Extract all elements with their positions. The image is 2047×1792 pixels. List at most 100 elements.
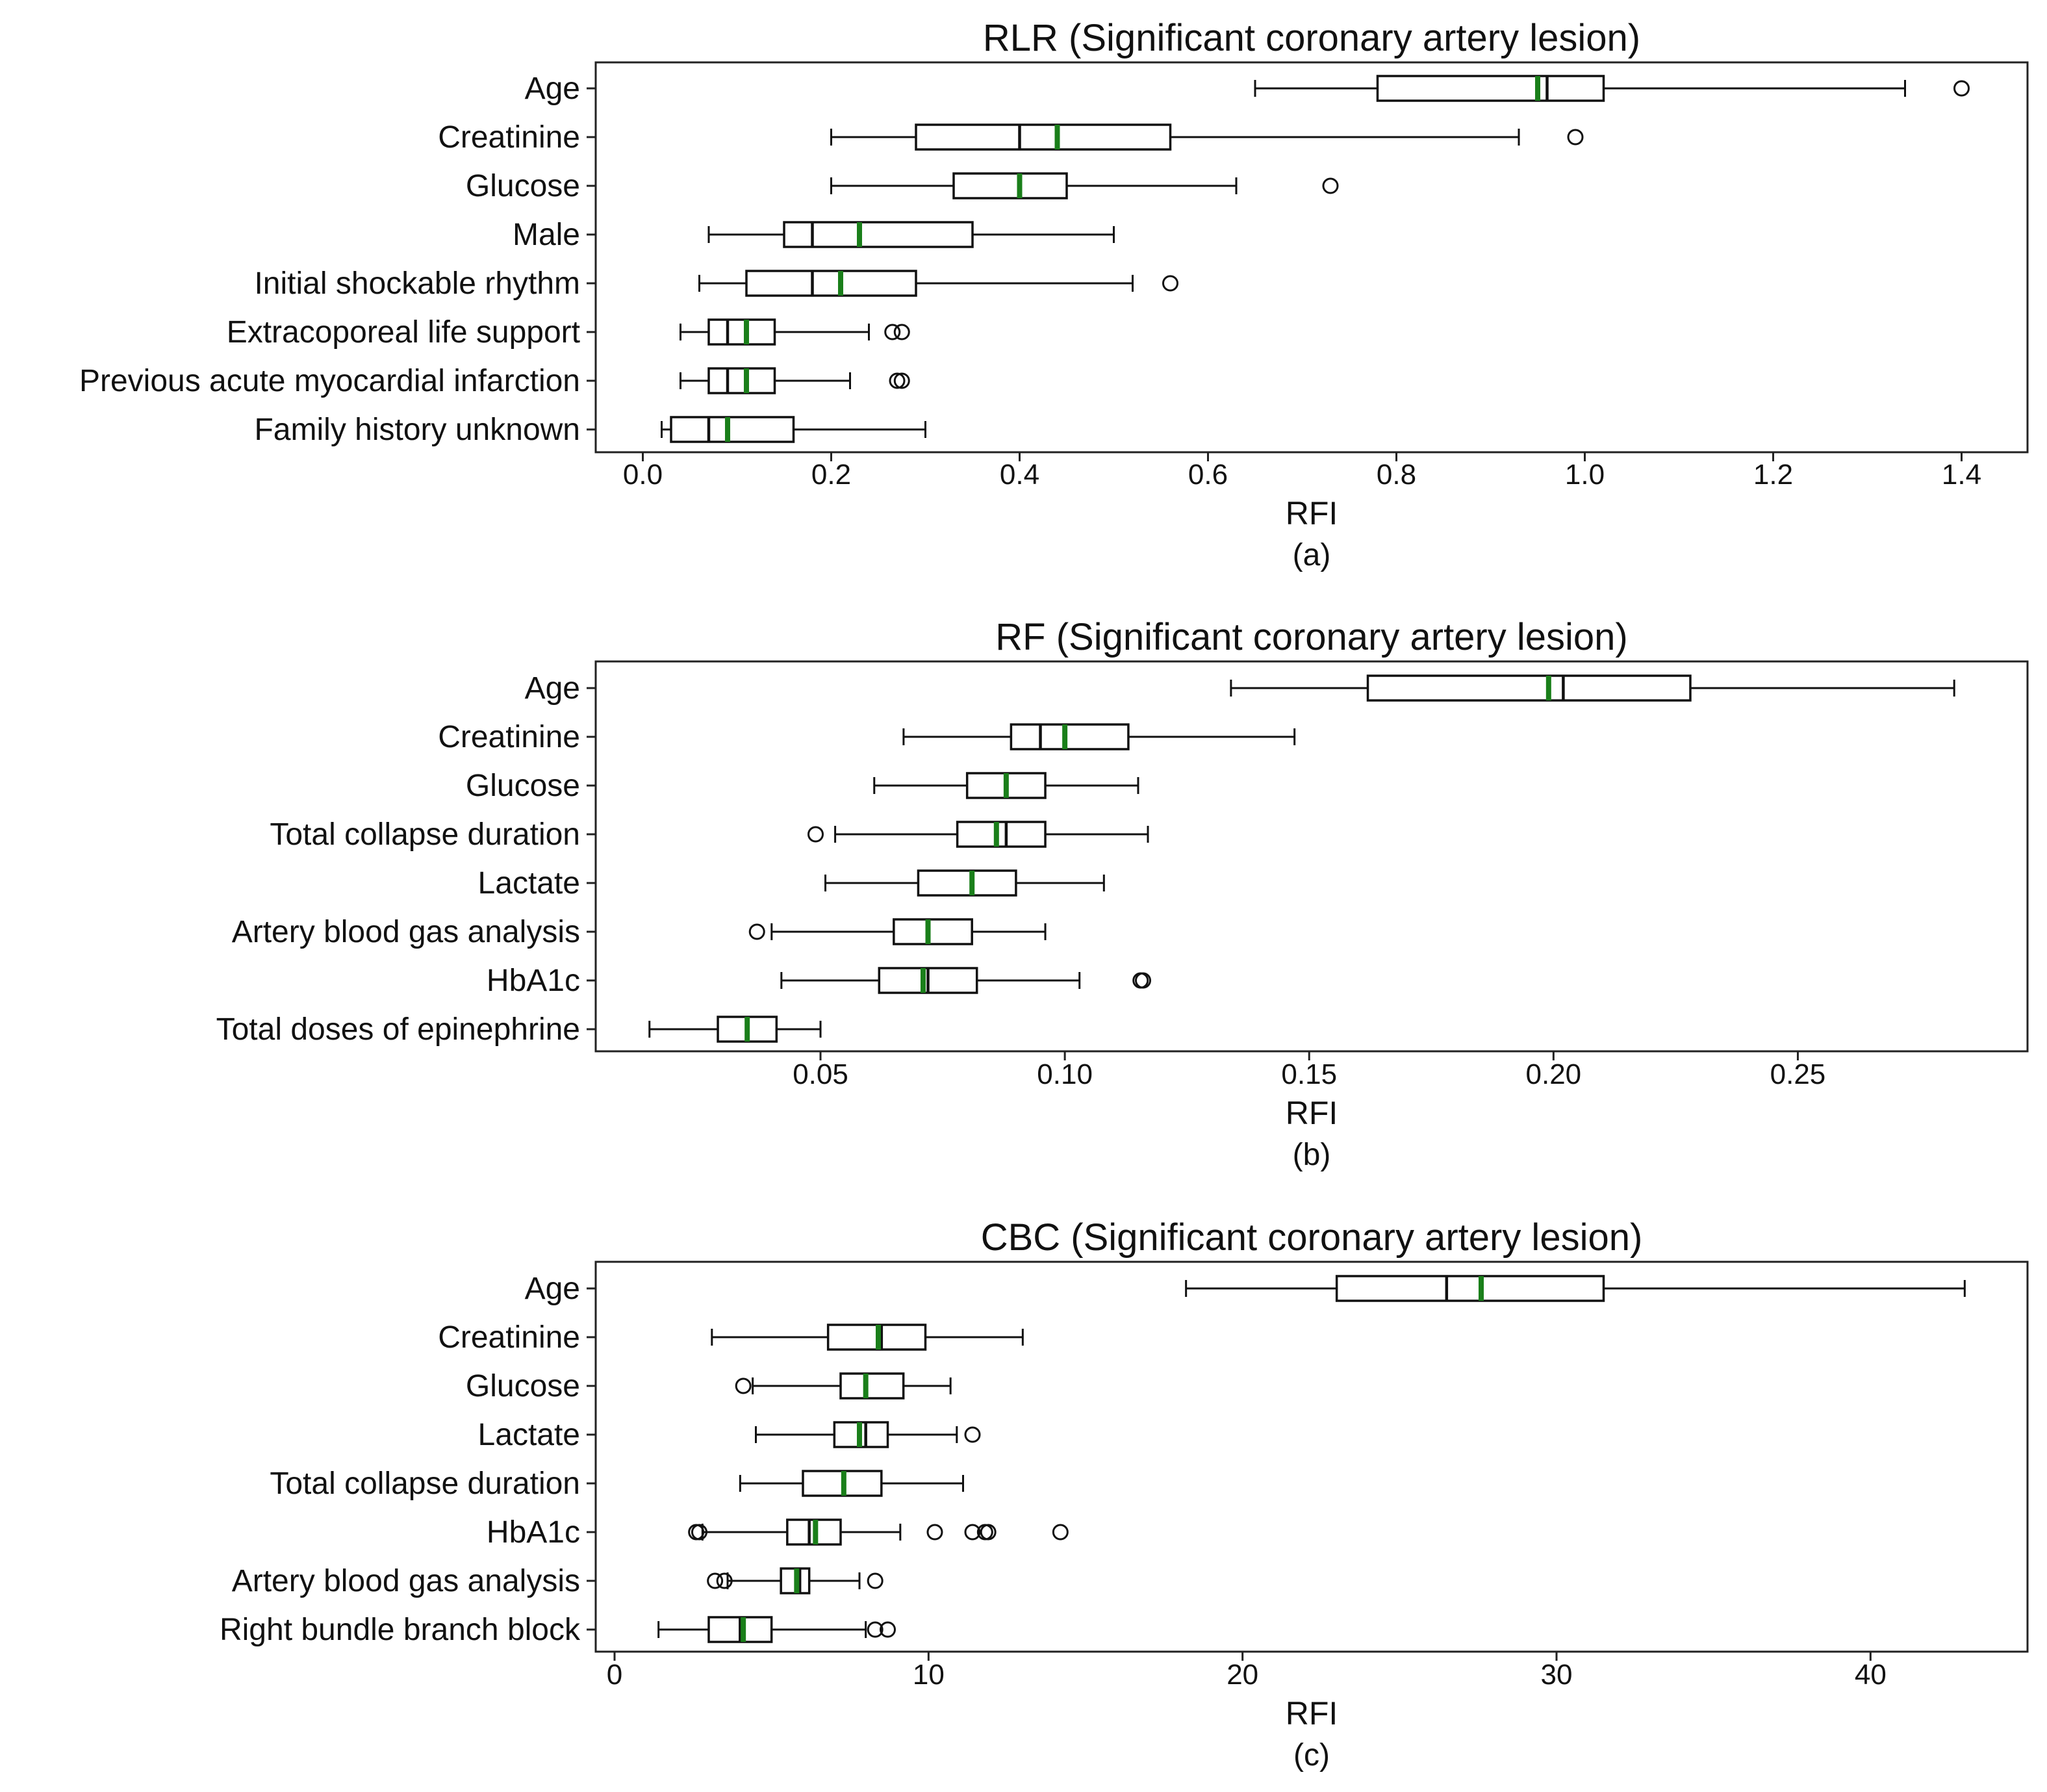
plot-frame [594, 61, 2029, 454]
outlier-point [735, 1377, 752, 1394]
iqr-box [745, 270, 917, 297]
outlier-point [1134, 972, 1151, 989]
outlier-point [867, 1572, 884, 1589]
plot-frame [594, 660, 2029, 1053]
x-axis-label: RFI [1286, 495, 1338, 531]
iqr-box [915, 123, 1172, 151]
outlier-point [807, 826, 824, 843]
panel-cbc: CBC (Significant coronary artery lesion)… [220, 1216, 2029, 1773]
x-tick-label: 0.25 [1770, 1058, 1826, 1090]
x-tick-label: 0.10 [1037, 1058, 1093, 1090]
outlier-point [1567, 129, 1584, 146]
x-tick-label: 0.20 [1526, 1058, 1582, 1090]
x-tick-label: 30 [1541, 1659, 1573, 1691]
x-axis-label: RFI [1286, 1695, 1338, 1732]
x-tick-label: 0.8 [1377, 459, 1416, 491]
iqr-box [956, 821, 1047, 848]
outlier-point [889, 372, 906, 389]
panel-caption: (b) [1293, 1138, 1331, 1172]
x-tick-label: 1.2 [1753, 459, 1793, 491]
outlier-point [980, 1524, 997, 1541]
x-tick-label: 1.4 [1942, 459, 1981, 491]
y-tick-label: Total collapse duration [270, 1466, 580, 1501]
outlier-point [716, 1572, 733, 1589]
outlier-point [926, 1524, 943, 1541]
panel-title: RLR (Significant coronary artery lesion) [983, 17, 1640, 59]
iqr-box [1010, 723, 1130, 750]
y-tick-label: Creatinine [438, 1320, 580, 1355]
iqr-box [893, 918, 973, 945]
x-tick-label: 0.4 [1000, 459, 1039, 491]
y-tick-label: Age [525, 1272, 580, 1306]
outlier-point [748, 923, 765, 940]
x-tick-label: 0.2 [811, 459, 851, 491]
y-tick-label: Extracoporeal life support [227, 315, 580, 350]
y-tick-label: Artery blood gas analysis [232, 915, 580, 949]
box-marks: 0.05 0.10 0.15 0.20 0.25 Age Creatinine Glucose… [216, 671, 1955, 1090]
iqr-box [917, 869, 1017, 897]
y-tick-label: Family history unknown [254, 413, 580, 447]
plot-frame [594, 1261, 2029, 1653]
outlier-point [688, 1524, 705, 1541]
panel-rf: RF (Significant coronary artery lesion) … [216, 616, 2029, 1172]
x-axis-label: RFI [1286, 1095, 1338, 1131]
y-tick-label: HbA1c [487, 1515, 580, 1550]
y-tick-label: Glucose [466, 1369, 580, 1403]
panel-caption: (c) [1293, 1738, 1330, 1773]
y-tick-label: Previous acute myocardial infarction [79, 364, 580, 398]
x-tick-label: 1.0 [1565, 459, 1605, 491]
x-tick-label: 20 [1227, 1659, 1258, 1691]
y-tick-label: Initial shockable rhythm [254, 266, 580, 301]
y-tick-label: HbA1c [487, 964, 580, 998]
x-tick-label: 0.0 [623, 459, 663, 491]
outlier-point [893, 324, 910, 340]
x-tick-label: 0 [607, 1659, 622, 1691]
y-tick-label: Creatinine [438, 120, 580, 155]
iqr-box [1335, 1275, 1605, 1302]
iqr-box [707, 367, 776, 394]
x-tick-label: 40 [1855, 1659, 1887, 1691]
outlier-point [1953, 80, 1970, 97]
y-tick-label: Age [525, 71, 580, 106]
iqr-box [1366, 674, 1692, 702]
x-tick-label: 0.6 [1188, 459, 1228, 491]
outlier-point [1052, 1524, 1069, 1541]
iqr-box [952, 172, 1068, 199]
y-tick-label: Glucose [466, 169, 580, 203]
y-tick-label: Male [513, 218, 580, 252]
y-tick-label: Total doses of epinephrine [216, 1012, 580, 1047]
outlier-point [964, 1426, 981, 1443]
outlier-point [707, 1572, 724, 1589]
x-tick-label: 0.15 [1281, 1058, 1337, 1090]
outlier-point [1322, 177, 1339, 194]
panel-caption: (a) [1293, 538, 1331, 572]
outlier-point [1162, 275, 1178, 292]
iqr-box [783, 221, 974, 248]
outlier-point [893, 372, 910, 389]
iqr-box [707, 318, 776, 346]
y-tick-label: Total collapse duration [270, 817, 580, 852]
y-tick-label: Right bundle branch block [220, 1613, 581, 1647]
box-marks: 0.0 0.2 0.4 0.6 0.8 1.0 1.2 1.4 Age Creatinine Glu… [79, 71, 1981, 491]
outlier-point [964, 1524, 981, 1541]
y-tick-label: Lactate [478, 866, 580, 901]
y-tick-label: Artery blood gas analysis [232, 1564, 580, 1598]
outlier-point [884, 324, 901, 340]
outlier-point [691, 1524, 707, 1541]
x-tick-label: 0.05 [793, 1058, 848, 1090]
outlier-point [880, 1621, 896, 1638]
panel-title: CBC (Significant coronary artery lesion) [981, 1216, 1643, 1259]
y-tick-label: Lactate [478, 1418, 580, 1452]
iqr-box [670, 416, 795, 443]
y-tick-label: Age [525, 671, 580, 706]
panel-title: RF (Significant coronary artery lesion) [995, 616, 1627, 658]
y-tick-label: Glucose [466, 769, 580, 803]
y-tick-label: Creatinine [438, 720, 580, 754]
outlier-point [867, 1621, 884, 1638]
box-marks: 0 10 20 30 40 Age Creatinine Glucose Lactate Tota… [220, 1272, 1966, 1691]
x-tick-label: 10 [913, 1659, 945, 1691]
iqr-box [839, 1372, 905, 1400]
panel-rlr: RLR (Significant coronary artery lesion)… [79, 17, 2029, 572]
iqr-box [1376, 75, 1605, 102]
